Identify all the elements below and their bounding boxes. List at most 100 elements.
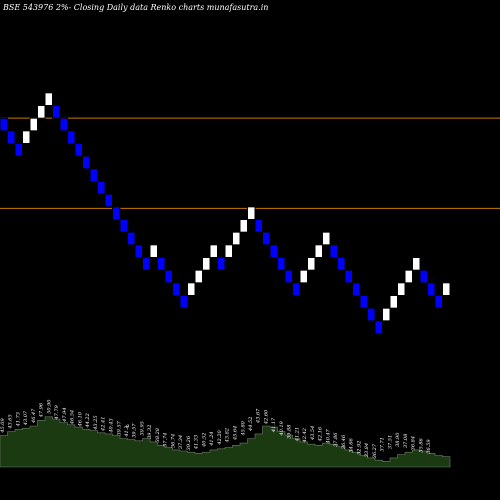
volume-label: 33.84 <box>364 443 370 457</box>
volume-label: 45.09 <box>0 418 6 434</box>
volume-label: 37.74 <box>163 433 169 447</box>
renko-brick <box>322 231 331 246</box>
renko-brick <box>127 231 136 246</box>
renko-brick <box>397 282 406 297</box>
renko-brick <box>29 117 38 132</box>
volume-label: 41.17 <box>271 417 277 433</box>
volume-label: 47.94 <box>62 407 68 422</box>
renko-brick <box>232 231 241 246</box>
renko-brick <box>329 244 338 258</box>
renko-brick <box>7 130 16 144</box>
volume-label: 47.96 <box>39 402 45 418</box>
renko-brick <box>224 244 233 258</box>
volume-label: 36.74 <box>171 434 177 448</box>
volume-label: 46.54 <box>70 410 76 425</box>
volume-label: 37.86 <box>333 432 339 447</box>
renko-brick <box>104 193 113 208</box>
volume-label: 41.24 <box>209 431 215 446</box>
renko-brick <box>202 257 211 271</box>
renko-brick <box>254 219 263 233</box>
renko-brick <box>187 282 196 297</box>
volume-labels: 45.09 43.65 41.73 43.07 46.47 47.96 50.90 47.79… <box>0 399 432 459</box>
volume-label: 37.34 <box>178 435 184 449</box>
volume-label: 43.07 <box>23 410 29 426</box>
volume-label: 45.64 <box>233 426 239 441</box>
renko-brick <box>284 269 293 284</box>
volume-label: 40.52 <box>202 433 208 448</box>
renko-brick <box>367 307 376 322</box>
volume-label: 38.90 <box>395 432 401 447</box>
volume-label: 41.33 <box>194 435 200 450</box>
renko-brick <box>359 295 368 309</box>
volume-label: 50.90 <box>47 399 53 414</box>
renko-brick <box>52 105 61 119</box>
renko-brick <box>427 282 436 297</box>
volume-label: 40.43 <box>109 418 115 433</box>
volume-label: 37.08 <box>403 434 409 448</box>
volume-label: 46.47 <box>31 408 37 424</box>
renko-brick <box>112 206 121 220</box>
volume-area <box>0 416 451 468</box>
renko-brick <box>404 269 413 284</box>
renko-brick <box>442 282 451 297</box>
renko-brick <box>82 155 91 170</box>
volume-label: 39.95 <box>140 421 146 435</box>
volume-label: 47.79 <box>54 404 60 420</box>
volume-area-path <box>0 416 451 468</box>
volume-label: 42.16 <box>318 426 324 442</box>
volume-label: 36.46 <box>341 434 347 449</box>
renko-brick <box>419 269 428 284</box>
renko-brick <box>209 244 218 258</box>
renko-brick <box>142 257 151 271</box>
renko-brick <box>134 244 143 258</box>
volume-label: 40.19 <box>279 420 285 436</box>
renko-brick <box>89 168 98 182</box>
volume-label: 39.57 <box>132 423 138 438</box>
volume-label: 45.80 <box>240 420 246 436</box>
volume-label: 44.22 <box>85 413 91 428</box>
volume-label: 43.67 <box>256 408 262 424</box>
volume-label: 42.20 <box>217 429 223 445</box>
volume-label: 36.59 <box>426 439 432 454</box>
renko-brick <box>337 257 346 271</box>
volume-label: 35.86 <box>419 437 425 452</box>
renko-brick <box>164 269 173 284</box>
renko-brick <box>344 269 353 284</box>
renko-brick <box>247 206 256 220</box>
renko-brick <box>307 257 316 271</box>
renko-brick <box>0 117 8 132</box>
volume-label: 39.57 <box>116 420 122 435</box>
renko-bricks <box>0 92 451 335</box>
volume-label: 43.25 <box>93 415 99 430</box>
renko-brick <box>314 244 323 258</box>
renko-brick <box>14 143 23 157</box>
volume-label: 32.92 <box>357 441 363 455</box>
renko-brick <box>299 269 308 284</box>
renko-brick <box>179 295 188 309</box>
volume-label: 36.84 <box>411 436 417 450</box>
volume-label: 38.28 <box>155 428 161 442</box>
renko-brick <box>74 143 83 157</box>
renko-brick <box>22 130 31 144</box>
volume-label: 41.3 <box>124 425 130 437</box>
volume-label: 40.47 <box>326 428 332 444</box>
volume-label: 41.73 <box>16 412 22 427</box>
volume-label: 42.42 <box>302 428 308 443</box>
volume-label: 37.51 <box>388 435 394 449</box>
renko-brick <box>352 282 361 297</box>
renko-brick <box>172 282 181 297</box>
volume-label: 36.27 <box>372 443 378 458</box>
volume-label: 39.26 <box>186 435 192 450</box>
volume-label: 42.41 <box>101 417 107 432</box>
renko-brick <box>382 307 391 322</box>
renko-brick <box>434 295 443 309</box>
renko-brick <box>157 257 166 271</box>
stray-label: 9 <box>126 424 130 430</box>
volume-label: 46.10 <box>78 411 84 427</box>
renko-brick <box>44 92 53 107</box>
renko-brick <box>389 295 398 309</box>
volume-label: 44.52 <box>248 417 254 432</box>
renko-brick <box>262 231 271 246</box>
